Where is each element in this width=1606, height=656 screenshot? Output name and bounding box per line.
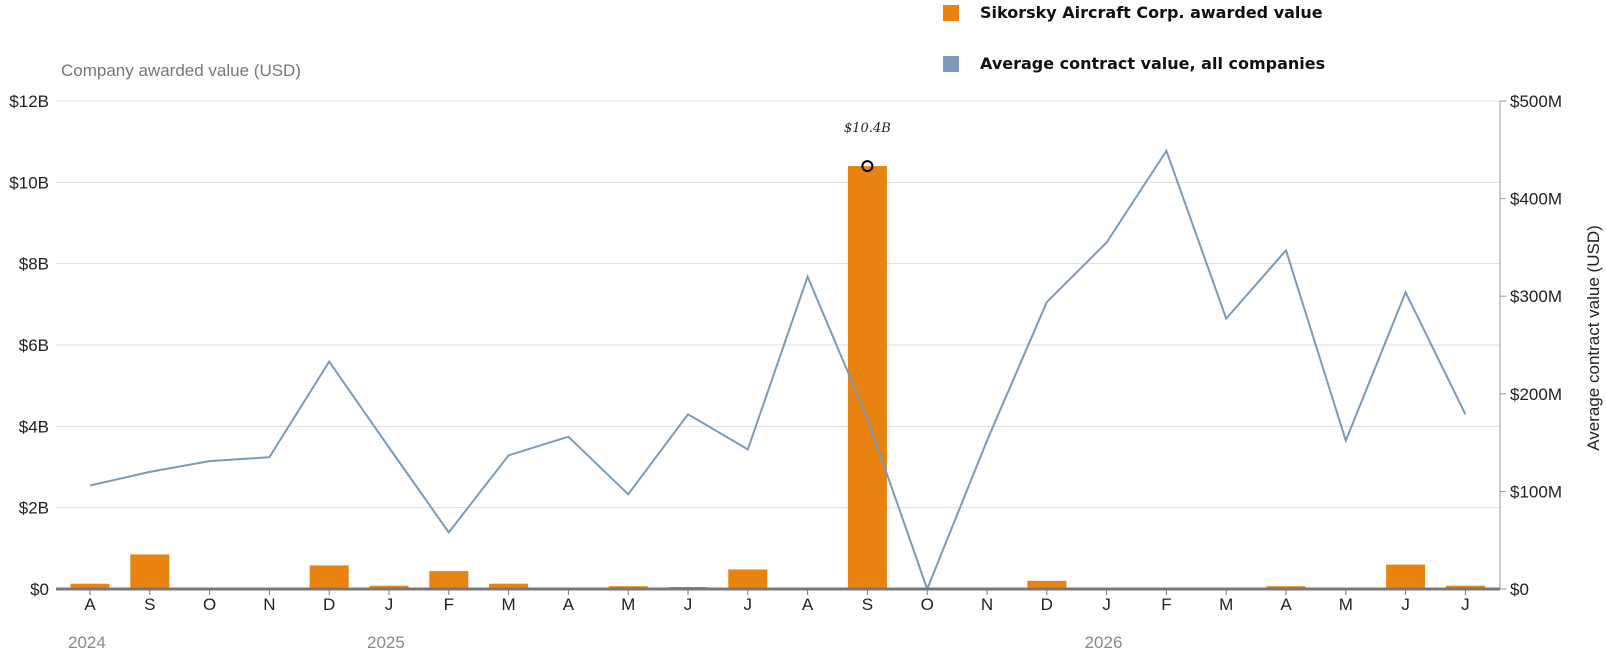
x-tick-label: N — [263, 595, 275, 614]
bar — [130, 554, 170, 589]
right-tick-label: $500M — [1510, 92, 1562, 111]
highlight-marker — [861, 160, 874, 173]
x-tick-label: J — [684, 595, 693, 614]
x-tick-label: A — [84, 595, 96, 614]
x-tick-label: O — [203, 595, 216, 614]
x-tick-label: M — [1339, 595, 1353, 614]
right-tick-label: $100M — [1510, 482, 1562, 501]
x-tick-label: J — [385, 595, 394, 614]
x-tick-label: J — [1102, 595, 1111, 614]
right-tick-label: $0 — [1510, 580, 1529, 599]
x-tick-label: D — [323, 595, 335, 614]
right-axis-title: Average contract value (USD) — [1584, 225, 1603, 451]
bar — [309, 565, 349, 589]
right-axis: $0 $100M $200M $300M $400M $500M — [1499, 92, 1562, 599]
right-tick-label: $200M — [1510, 385, 1562, 404]
right-tick-label: $400M — [1510, 190, 1562, 209]
bar — [847, 166, 887, 590]
x-tick-label: J — [744, 595, 753, 614]
left-tick-label: $6B — [19, 336, 49, 355]
x-tick-label: O — [921, 595, 934, 614]
x-tick-label: N — [981, 595, 993, 614]
x-axis: A S O N D J F M A M J J A S O N D J F M A M J J 2024 2025 2026 — [68, 589, 1470, 652]
left-tick-label: $12B — [9, 92, 49, 111]
bar-value-annotation: $10.4B — [844, 121, 891, 136]
gridlines — [56, 100, 1500, 509]
legend-label-bars: Sikorsky Aircraft Corp. awarded value — [980, 3, 1323, 22]
bar-series — [70, 166, 1485, 590]
x-tick-label: D — [1041, 595, 1053, 614]
left-tick-label: $8B — [19, 255, 49, 274]
x-tick-label: A — [802, 595, 814, 614]
legend-label-line: Average contract value, all companies — [980, 54, 1325, 73]
left-tick-label: $10B — [9, 173, 49, 192]
x-tick-label: M — [1219, 595, 1233, 614]
annotation: $10.4B — [844, 121, 891, 173]
x-tick-label: F — [444, 595, 454, 614]
bar — [369, 585, 409, 589]
right-tick-label: $300M — [1510, 287, 1562, 306]
x-tick-label: F — [1161, 595, 1171, 614]
x-tick-label: S — [144, 595, 155, 614]
x-tick-label: S — [862, 595, 873, 614]
x-tick-label: A — [563, 595, 575, 614]
left-axis: $0 $2B $4B $6B $8B $10B $12B — [9, 92, 49, 599]
bar — [429, 571, 469, 589]
bar — [1386, 564, 1426, 589]
bar — [1027, 580, 1067, 589]
legend-swatch-line — [943, 56, 959, 72]
left-tick-label: $2B — [19, 499, 49, 518]
bar — [1445, 585, 1485, 589]
year-label: 2024 — [68, 633, 106, 652]
left-tick-label: $0 — [30, 580, 49, 599]
x-tick-label: M — [502, 595, 516, 614]
year-label: 2026 — [1085, 633, 1123, 652]
left-tick-label: $4B — [19, 417, 49, 436]
legend: Sikorsky Aircraft Corp. awarded value Av… — [943, 3, 1325, 73]
bar — [489, 583, 529, 589]
line-series — [89, 148, 1467, 592]
left-axis-title: Company awarded value (USD) — [61, 61, 301, 80]
x-tick-label: J — [1401, 595, 1410, 614]
x-tick-label: M — [621, 595, 635, 614]
average-value-line — [89, 148, 1467, 592]
x-tick-label: A — [1280, 595, 1292, 614]
bar — [70, 583, 110, 589]
year-label: 2025 — [367, 633, 405, 652]
legend-swatch-bars — [943, 5, 959, 21]
bar — [728, 569, 768, 589]
x-tick-label: J — [1461, 595, 1470, 614]
